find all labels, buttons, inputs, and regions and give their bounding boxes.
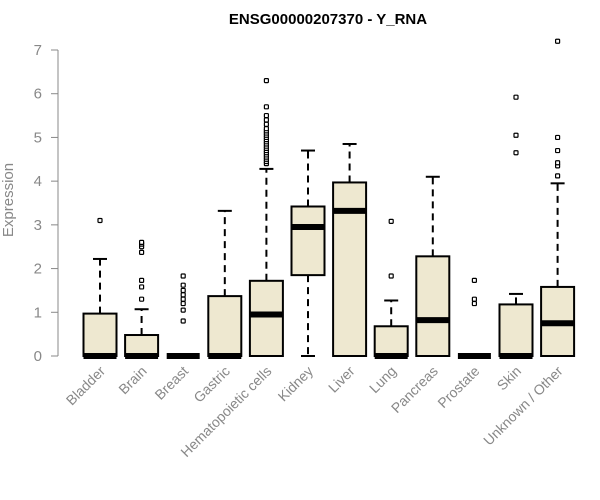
box-hematopoietic-cells <box>248 77 284 357</box>
outlier-point <box>263 117 269 123</box>
y-tick-label: 2 <box>34 261 42 278</box>
box-pancreas <box>415 175 451 357</box>
y-tick-label: 5 <box>34 129 42 146</box>
box-lung <box>373 218 409 359</box>
outlier-point <box>554 147 561 154</box>
y-axis-label: Expression <box>0 163 17 237</box>
box-body <box>82 312 118 357</box>
outlier-point <box>554 134 561 141</box>
outlier-point <box>263 126 269 132</box>
box-prostate <box>457 277 491 359</box>
box-gastric <box>207 209 243 359</box>
outlier-point <box>180 296 186 302</box>
outlier-point <box>139 239 145 245</box>
x-category-label: Brain <box>115 363 149 397</box>
x-category-label: Kidney <box>275 363 317 405</box>
y-tick-label: 7 <box>34 42 42 59</box>
x-category-label: Skin <box>494 363 525 394</box>
x-category-label: Prostate <box>434 363 482 411</box>
box-kidney <box>290 149 326 357</box>
x-category-label: Breast <box>151 363 191 403</box>
box-body <box>373 325 409 358</box>
y-tick-label: 0 <box>34 348 42 365</box>
y-tick-label: 3 <box>34 217 42 234</box>
outlier-point <box>388 273 394 279</box>
outlier-point <box>180 300 186 307</box>
x-category-label: Liver <box>325 363 358 396</box>
outlier-point <box>471 296 477 302</box>
outlier-point <box>388 218 394 224</box>
outlier-point <box>180 318 186 324</box>
outlier-point <box>554 38 561 44</box>
box-skin <box>498 94 534 359</box>
box-breast <box>166 273 200 359</box>
y-tick-label: 1 <box>34 304 42 321</box>
outlier-point <box>139 296 145 302</box>
y-tick-label: 4 <box>34 173 42 190</box>
outlier-point <box>263 77 269 84</box>
box-body <box>207 295 243 357</box>
outlier-point <box>471 277 477 283</box>
outlier-point <box>471 300 477 307</box>
outlier-point <box>180 282 186 288</box>
outlier-point <box>180 292 186 298</box>
box-unknown-other <box>540 38 576 357</box>
outlier-point <box>554 160 561 166</box>
outlier-point <box>139 249 145 255</box>
outlier-point <box>263 112 269 119</box>
outlier-point <box>263 121 269 127</box>
outlier-point <box>513 132 519 138</box>
box-series <box>82 38 576 359</box>
outlier-point <box>180 287 186 294</box>
x-category-label: Lung <box>366 363 399 396</box>
chart-title: ENSG00000207370 - Y_RNA <box>229 11 427 28</box>
box-bladder <box>82 217 118 359</box>
box-body <box>498 303 534 357</box>
outlier-point <box>180 307 186 313</box>
y-axis: 0 1 2 3 4 5 6 7 <box>34 42 59 365</box>
outlier-point <box>513 94 519 100</box>
box-liver <box>332 142 368 357</box>
box-body <box>124 334 160 358</box>
box-body <box>290 205 326 277</box>
outlier-point <box>180 273 186 279</box>
outlier-point <box>554 173 561 179</box>
box-body <box>248 279 284 357</box>
outlier-point <box>263 104 269 110</box>
box-body <box>415 255 451 357</box>
outlier-point <box>139 284 145 290</box>
outlier-point <box>513 150 519 156</box>
outlier-point <box>139 277 145 283</box>
x-category-label: Unknown / Other <box>480 363 566 449</box>
box-brain <box>124 239 160 359</box>
x-category-label: Bladder <box>63 363 109 409</box>
outlier-point <box>97 217 103 224</box>
y-tick-label: 6 <box>34 86 42 103</box>
